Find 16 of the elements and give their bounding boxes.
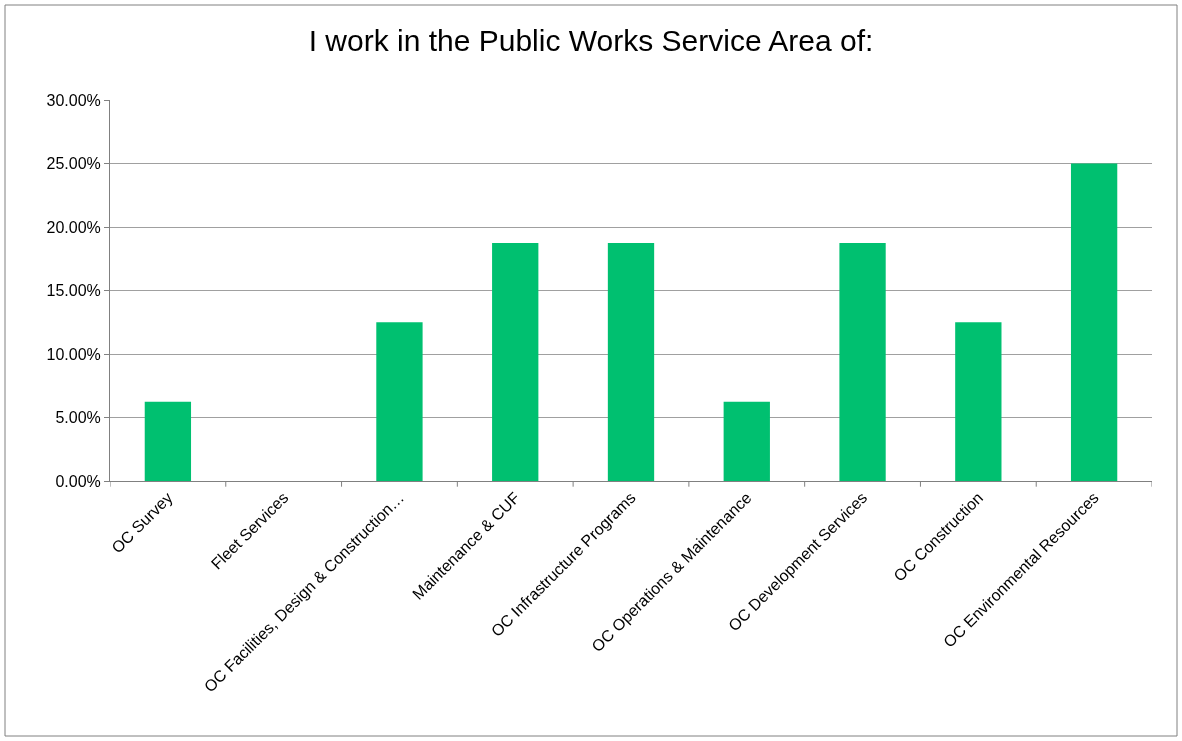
bar [376,322,423,481]
bar [144,401,192,481]
bar [1070,163,1118,481]
y-tick-label: 20.00% [46,218,101,236]
bar [492,242,539,481]
y-tick-label: 5.00% [55,409,101,427]
chart-title: I work in the Public Works Service Area of: [308,23,874,57]
y-tick-label: 10.00% [46,345,101,363]
y-tick-label: 0.00% [55,472,101,490]
y-tick-label: 15.00% [46,282,101,300]
bar [723,401,770,481]
y-tick-label: 25.00% [46,155,101,173]
y-tick-label: 30.00% [46,91,101,109]
bar [955,322,1002,481]
bar [839,242,886,481]
bar [607,242,655,481]
